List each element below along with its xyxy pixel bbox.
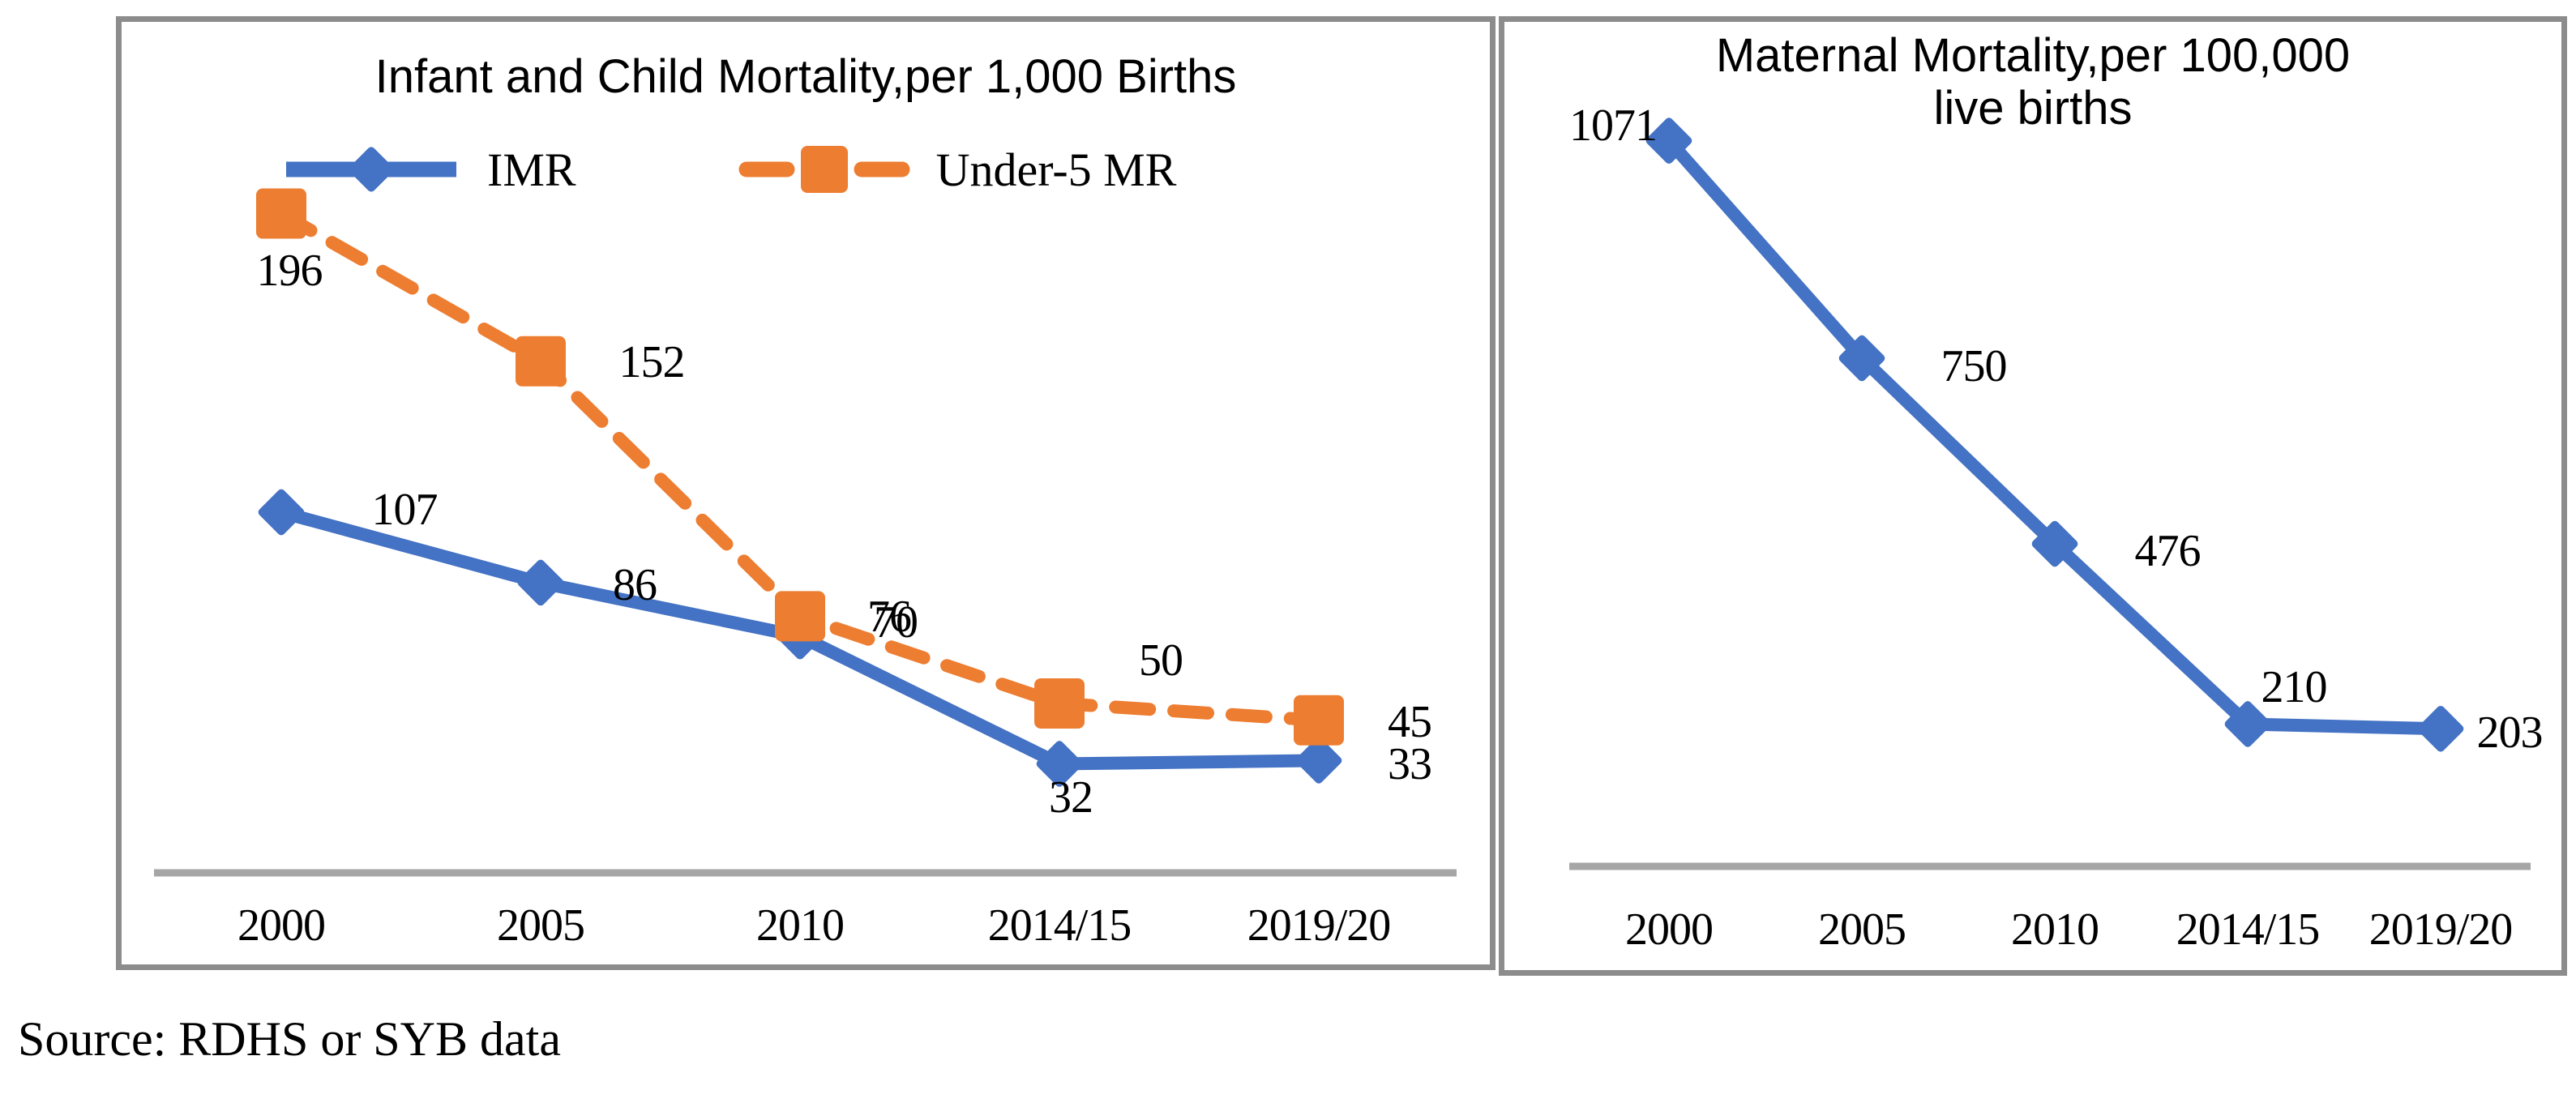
diamond-marker [2417, 705, 2464, 752]
diamond-marker [258, 489, 305, 536]
data-label: 76 [867, 592, 912, 642]
series-line-maternal-mortality [1664, 136, 2441, 736]
x-tick-label: 2014/15 [2176, 904, 2321, 955]
x-tick-label: 2005 [497, 900, 585, 951]
legend-under5-sample [737, 137, 912, 202]
diamond-marker [777, 613, 824, 660]
chart-title-left: Infant and Child Mortality,per 1,000 Bir… [374, 50, 1237, 103]
data-label: 86 [613, 560, 657, 610]
x-tick-label: 2005 [1818, 904, 1906, 955]
square-marker [775, 591, 825, 642]
square-marker [1034, 678, 1085, 729]
data-label: 45 [1388, 697, 1432, 747]
chart-maternal-mortality: Maternal Mortality,per 100,000 live birt… [1499, 16, 2567, 976]
x-tick-label: 2000 [1625, 904, 1714, 955]
x-tick-label: 2010 [756, 900, 845, 951]
data-label: 476 [2134, 526, 2202, 576]
diamond-marker [1838, 335, 1885, 382]
diamond-marker [2031, 520, 2078, 567]
data-label: 32 [1049, 772, 1093, 823]
data-label: 107 [371, 485, 439, 535]
chart-infant-child-mortality: Infant and Child Mortality,per 1,000 Bir… [116, 16, 1496, 970]
x-tick-label: 2019/20 [1247, 900, 1392, 951]
x-tick-label: 2019/20 [2368, 904, 2514, 955]
data-label: 33 [1388, 739, 1432, 789]
data-label: 50 [1139, 635, 1183, 686]
data-label: 203 [2476, 708, 2544, 758]
x-tick-label: 2010 [2011, 904, 2099, 955]
plot-area-right [1569, 118, 2531, 870]
chart-title-right: Maternal Mortality,per 100,000 live birt… [1504, 29, 2561, 135]
data-label: 750 [1941, 341, 2008, 391]
square-marker [516, 336, 566, 387]
legend-imr-label: IMR [487, 143, 576, 196]
data-label: 1071 [1569, 100, 1658, 151]
x-tick-label: 2014/15 [987, 900, 1132, 951]
legend-under5-label: Under-5 MR [935, 143, 1177, 196]
diamond-marker [1295, 737, 1342, 784]
square-marker [1294, 695, 1344, 746]
data-label: 196 [256, 246, 323, 296]
legend: IMR Under-5 MR [280, 137, 1176, 202]
x-tick-label: 2000 [237, 900, 326, 951]
source-note: Source: RDHS or SYB data [18, 1012, 561, 1066]
chart-title-right-text: Maternal Mortality,per 100,000 live birt… [1715, 29, 2351, 135]
diamond-marker [517, 559, 564, 606]
data-label: 152 [618, 337, 686, 387]
data-label: 210 [2261, 662, 2328, 712]
data-label: 70 [874, 597, 918, 648]
legend-imr-sample [280, 137, 463, 202]
